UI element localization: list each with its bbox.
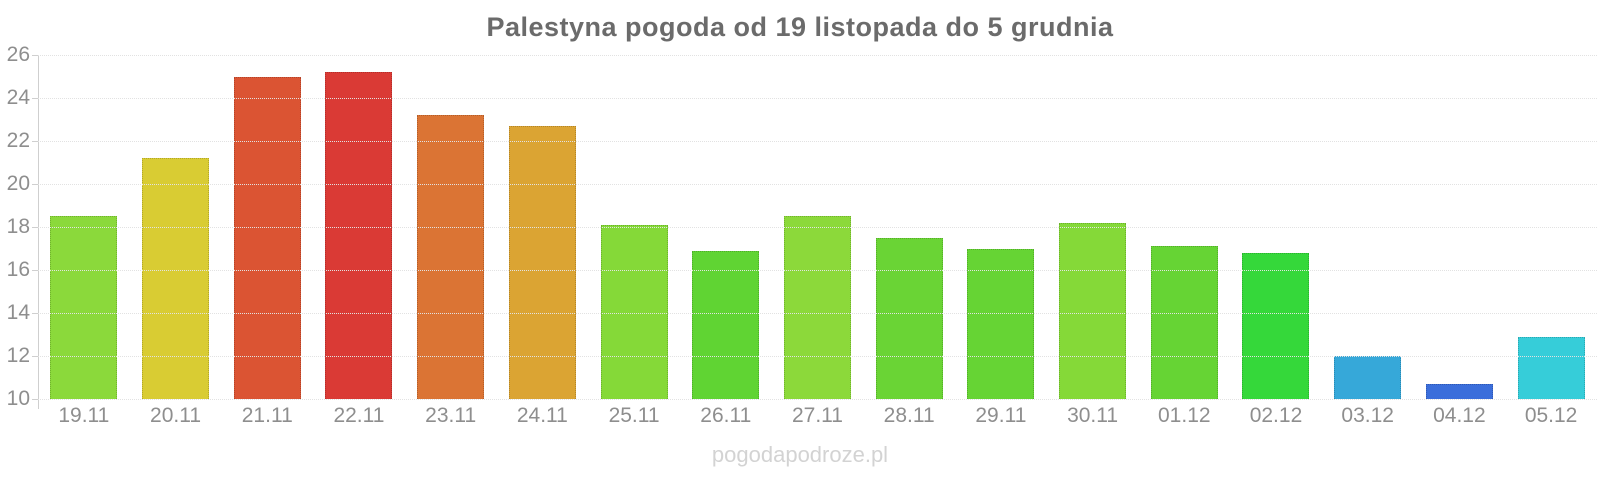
gridline-20 (38, 184, 1597, 185)
y-axis-line (38, 55, 39, 409)
bar-27.11 (783, 216, 851, 399)
gridline-10 (38, 399, 1597, 400)
x-axis-label-01.12: 01.12 (1158, 404, 1211, 427)
bar-slot-04.12 (1414, 55, 1506, 399)
gridline-18 (38, 227, 1597, 228)
x-axis-label-28.11: 28.11 (883, 404, 935, 427)
y-axis-label-10: 10 (6, 387, 30, 410)
bar-28.11 (875, 237, 943, 399)
y-tick-22 (32, 141, 38, 142)
x-axis-label-03.12: 03.12 (1341, 404, 1394, 427)
gridline-14 (38, 313, 1597, 314)
y-axis-label-16: 16 (6, 258, 30, 281)
bar-01.12 (1150, 246, 1218, 399)
bar-slot-28.11 (863, 55, 955, 399)
gridline-24 (38, 98, 1597, 99)
bar-03.12 (1334, 356, 1402, 399)
bar-20.11 (142, 158, 210, 399)
x-axis-label-24.11: 24.11 (516, 404, 568, 427)
bar-slot-29.11 (955, 55, 1047, 399)
bar-24.11 (508, 125, 576, 399)
x-axis-label-19.11: 19.11 (58, 404, 110, 427)
y-axis-label-24: 24 (6, 86, 30, 109)
bar-slot-30.11 (1047, 55, 1139, 399)
x-axis-label-21.11: 21.11 (241, 404, 293, 427)
gridline-22 (38, 141, 1597, 142)
bar-04.12 (1425, 383, 1493, 399)
plot-area (38, 55, 1597, 400)
x-axis-label-29.11: 29.11 (975, 404, 1027, 427)
gridline-26 (38, 55, 1597, 56)
x-axis-labels: 19.11 20.11 21.11 22.11 23.11 24.11 25.11 26.11… (38, 404, 1597, 428)
y-tick-24 (32, 98, 38, 99)
x-axis-label-25.11: 25.11 (608, 404, 660, 427)
bar-slot-24.11 (497, 55, 589, 399)
x-axis-label-26.11: 26.11 (700, 404, 752, 427)
bar-slot-26.11 (680, 55, 772, 399)
y-axis-label-12: 12 (6, 344, 30, 367)
y-axis-label-22: 22 (6, 129, 30, 152)
x-axis-label-05.12: 05.12 (1524, 404, 1578, 427)
x-axis-label-27.11: 27.11 (791, 404, 843, 427)
bar-slot-27.11 (772, 55, 864, 399)
bar-slot-23.11 (405, 55, 497, 399)
y-tick-10 (32, 399, 38, 400)
y-axis-label-26: 26 (6, 43, 30, 66)
x-axis-label-02.12: 02.12 (1249, 404, 1303, 427)
bars-container (38, 55, 1597, 399)
y-axis-label-18: 18 (6, 215, 30, 238)
bar-slot-22.11 (313, 55, 405, 399)
y-tick-14 (32, 313, 38, 314)
bar-02.12 (1242, 252, 1310, 399)
bar-25.11 (600, 224, 668, 399)
bar-22.11 (325, 72, 393, 399)
x-axis-label-30.11: 30.11 (1067, 404, 1119, 427)
bar-slot-21.11 (221, 55, 313, 399)
gridline-12 (38, 356, 1597, 357)
y-tick-18 (32, 227, 38, 228)
bar-slot-20.11 (130, 55, 222, 399)
watermark: pogodapodroze.pl (711, 442, 889, 467)
bar-slot-02.12 (1230, 55, 1322, 399)
x-axis-label-04.12: 04.12 (1433, 404, 1486, 427)
y-tick-20 (32, 184, 38, 185)
y-axis-label-14: 14 (6, 301, 30, 324)
x-axis-label-22.11: 22.11 (333, 404, 385, 427)
bar-slot-25.11 (588, 55, 680, 399)
y-tick-26 (32, 55, 38, 56)
x-axis-label-20.11: 20.11 (150, 404, 202, 427)
bar-29.11 (967, 248, 1035, 399)
bar-slot-19.11 (38, 55, 130, 399)
bar-26.11 (692, 250, 760, 399)
bar-slot-03.12 (1322, 55, 1414, 399)
bar-21.11 (233, 76, 301, 399)
y-tick-16 (32, 270, 38, 271)
chart-title: Palestyna pogoda od 19 listopada do 5 gr… (486, 12, 1114, 42)
bar-30.11 (1059, 222, 1127, 399)
bar-05.12 (1517, 336, 1585, 399)
bar-23.11 (417, 115, 485, 399)
x-axis-label-23.11: 23.11 (425, 404, 477, 427)
gridline-16 (38, 270, 1597, 271)
y-tick-12 (32, 356, 38, 357)
bar-slot-05.12 (1505, 55, 1597, 399)
bar-slot-01.12 (1138, 55, 1230, 399)
bar-19.11 (50, 216, 118, 399)
y-axis-label-20: 20 (6, 172, 30, 195)
